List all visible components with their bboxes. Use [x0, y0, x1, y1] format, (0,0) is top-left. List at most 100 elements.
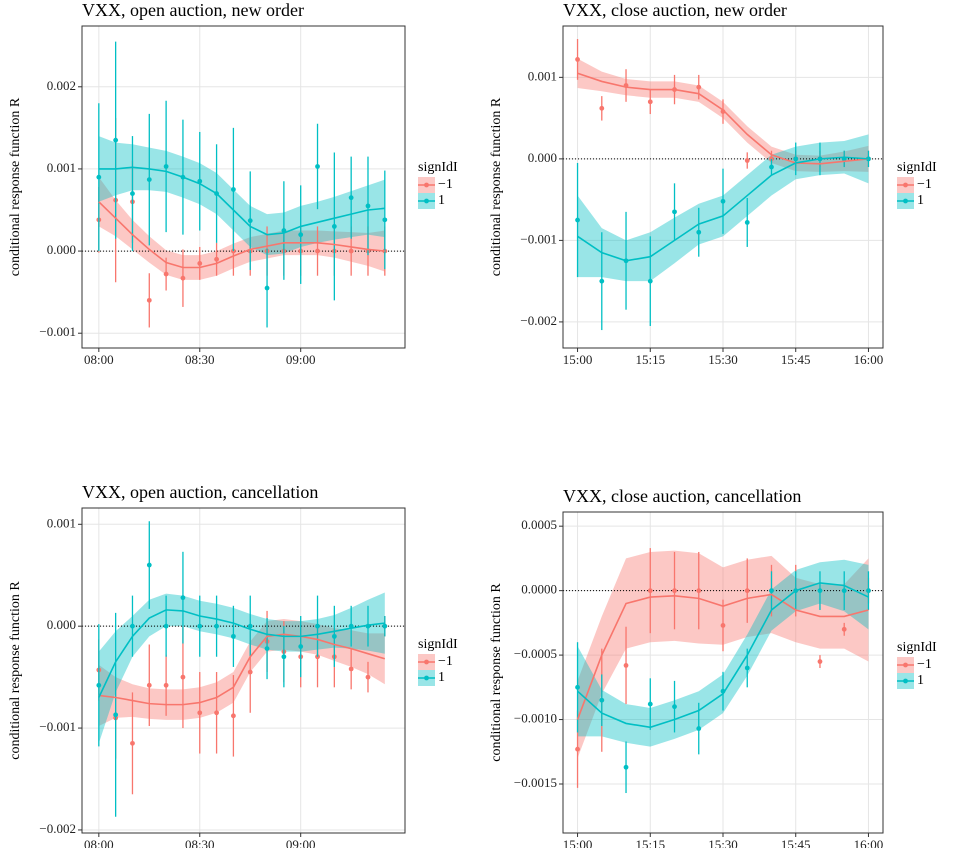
- point: [696, 726, 702, 731]
- legend-label: 1: [438, 670, 445, 685]
- point: [720, 198, 726, 204]
- point: [817, 659, 823, 664]
- point: [146, 682, 152, 688]
- point: [647, 588, 653, 594]
- point: [623, 663, 629, 668]
- point: [197, 710, 203, 716]
- point: [696, 84, 702, 90]
- point: [744, 588, 750, 594]
- y-axis-label: conditional response function R: [8, 581, 23, 760]
- point: [348, 248, 354, 254]
- point: [214, 623, 219, 629]
- point: [146, 562, 152, 568]
- point: [231, 248, 236, 254]
- point: [146, 297, 152, 303]
- point: [365, 203, 371, 209]
- smooth-line: [577, 156, 869, 262]
- x-tick-label: 08:30: [185, 837, 215, 848]
- point: [163, 271, 169, 277]
- point: [231, 713, 236, 719]
- x-tick-label: 08:00: [84, 837, 114, 848]
- point: [315, 623, 320, 629]
- y-tick-label: 0.001: [528, 68, 557, 83]
- confidence-band: [98, 177, 385, 280]
- chart-title: VXX, close auction, new order: [563, 0, 787, 20]
- point: [146, 177, 152, 183]
- point: [247, 669, 253, 675]
- legend-label: −1: [917, 177, 932, 192]
- point: [841, 626, 847, 632]
- point: [163, 682, 169, 688]
- point: [817, 588, 823, 594]
- legend-title: signIdI: [897, 640, 937, 655]
- y-tick-label: −0.001: [520, 231, 557, 246]
- point: [197, 623, 203, 629]
- point: [130, 191, 135, 196]
- point: [247, 218, 253, 224]
- point: [382, 623, 388, 629]
- x-tick-label: 15:15: [635, 352, 665, 367]
- legend-point: [903, 678, 908, 684]
- point: [113, 137, 119, 143]
- point: [575, 684, 580, 690]
- panel-border: [81, 25, 406, 349]
- point: [214, 710, 219, 716]
- point: [744, 665, 750, 671]
- legend-title: signIdI: [418, 637, 458, 652]
- smooth-line: [577, 72, 869, 165]
- confidence-band: [98, 592, 385, 744]
- plot-area: [82, 41, 405, 328]
- point: [130, 740, 135, 746]
- point: [348, 195, 354, 201]
- y-tick-label: −0.002: [520, 313, 557, 328]
- point: [575, 217, 580, 223]
- point: [365, 674, 371, 680]
- y-tick-label: −0.0010: [514, 711, 557, 726]
- y-tick-label: 0.002: [47, 78, 76, 93]
- chart-title: VXX, close auction, cancellation: [563, 486, 801, 506]
- point: [315, 164, 320, 169]
- point: [331, 633, 337, 639]
- point: [769, 164, 774, 170]
- y-tick-label: 0.000: [528, 150, 557, 165]
- legend-point: [903, 662, 908, 668]
- point: [264, 285, 270, 291]
- point: [231, 187, 236, 192]
- x-tick-label: 09:00: [286, 837, 316, 848]
- legend-label: 1: [917, 193, 924, 208]
- x-tick-label: 08:30: [185, 352, 215, 367]
- y-tick-label: 0.001: [47, 160, 76, 175]
- point: [281, 654, 287, 660]
- point: [298, 644, 304, 649]
- point: [769, 588, 774, 594]
- point: [214, 256, 219, 262]
- legend-label: 1: [917, 673, 924, 688]
- legend-label: −1: [438, 654, 453, 669]
- point: [599, 105, 605, 111]
- panel-border: [562, 511, 884, 834]
- legend-point: [424, 182, 429, 188]
- smooth-line: [98, 633, 386, 706]
- point: [672, 209, 677, 215]
- legend-point: [424, 675, 429, 681]
- point: [298, 232, 304, 238]
- point: [180, 595, 186, 601]
- point: [720, 623, 726, 628]
- legend-title: signIdI: [897, 160, 937, 175]
- plot-area: [563, 548, 883, 794]
- point: [647, 701, 653, 707]
- point: [866, 588, 871, 594]
- legend-label: −1: [917, 657, 932, 672]
- point: [744, 220, 750, 225]
- point: [130, 623, 135, 629]
- legend-label: −1: [438, 177, 453, 192]
- x-tick-label: 16:00: [854, 837, 884, 848]
- point: [180, 674, 186, 680]
- point: [197, 260, 203, 266]
- panel-border: [81, 507, 406, 834]
- legend-label: 1: [438, 193, 445, 208]
- point: [672, 588, 677, 594]
- point: [575, 57, 580, 62]
- point: [247, 623, 253, 629]
